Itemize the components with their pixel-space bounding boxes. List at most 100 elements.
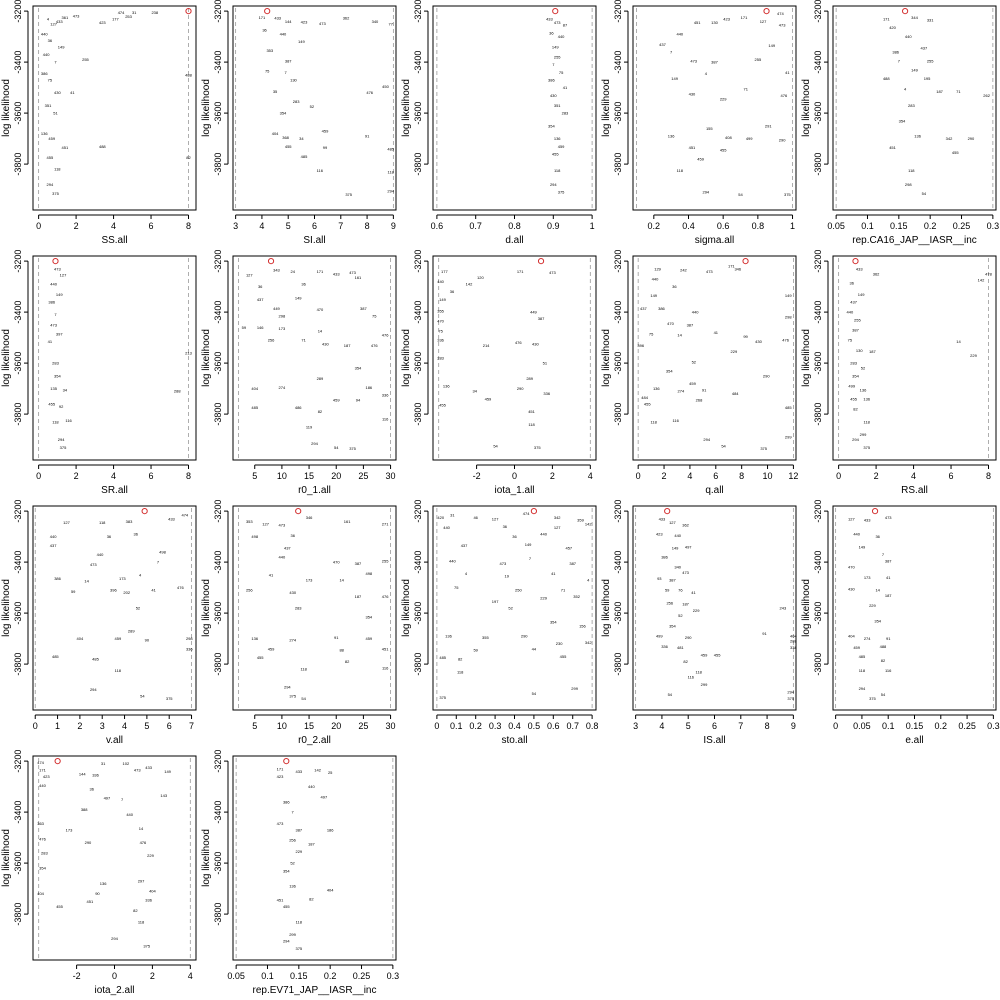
y-tick-label: -3600 <box>813 352 823 375</box>
point-label: 187 <box>308 841 315 846</box>
x-tick-label: 30 <box>386 471 396 481</box>
y-tick-label: -3600 <box>213 852 223 875</box>
point-label: 7 <box>529 556 532 561</box>
x-tick-label: 0.9 <box>547 221 560 231</box>
point-label: 375 <box>52 191 59 196</box>
best-point-marker <box>52 258 59 265</box>
point-label: 476 <box>781 93 788 98</box>
x-tick-label: 0.1 <box>861 221 874 231</box>
point-label: 136 <box>863 396 870 401</box>
x-tick-label: 0 <box>833 721 838 731</box>
scatter-plot: 0 0.05 0.1 0.15 0.2 0.25 0.3 -3200 -3400 -3600 -38… <box>801 500 1000 746</box>
point-label: 433 <box>856 266 863 271</box>
point-label: 51 <box>53 111 58 116</box>
point-label: 408 <box>725 135 732 140</box>
point-label: 149 <box>58 44 65 49</box>
y-tick-label: -3800 <box>613 653 623 676</box>
y-tick-label: -3400 <box>613 51 623 74</box>
plot-frame <box>632 505 797 711</box>
x-tick-label: 2 <box>77 721 82 731</box>
point-label: 88 <box>339 648 344 653</box>
best-point-marker <box>901 8 909 15</box>
point-label: 455 <box>714 653 721 658</box>
point-label: 256 <box>246 588 253 593</box>
point-label: 142 <box>314 768 321 773</box>
point-label: 470 <box>437 319 444 324</box>
point-label: 186 <box>327 827 334 832</box>
point-label: 283 <box>41 850 48 855</box>
point-label: 142 <box>466 282 473 287</box>
point-label: 297 <box>138 878 145 883</box>
point-label: 54 <box>301 696 306 701</box>
point-label: 202 <box>123 590 130 595</box>
x-axis-label: iota_2.all <box>94 985 134 996</box>
point-label: 44 <box>532 646 537 651</box>
point-label: 144 <box>79 771 86 776</box>
point-label: 423 <box>656 532 663 537</box>
x-tick-label: 0 <box>33 721 38 731</box>
x-tick-label: 0.2 <box>924 221 937 231</box>
best-point-marker <box>267 258 275 265</box>
point-label: 437 <box>659 42 666 47</box>
point-label: 455 <box>439 403 446 408</box>
y-tick-label: -3600 <box>213 602 223 625</box>
point-label: 455 <box>47 155 54 160</box>
scatter-panel: 3 4 5 6 7 8 9 -3200 -3400 -3600 -3800 IS.all log lik… <box>600 500 800 750</box>
y-axis-label: log likelihood <box>1 829 12 887</box>
point-label: 87 <box>563 23 568 28</box>
x-tick-label: 2 <box>874 471 879 481</box>
point-label: 497 <box>104 796 111 801</box>
plot-frame <box>32 5 197 211</box>
point-label: 404 <box>149 889 156 894</box>
point-label: 118 <box>138 919 145 924</box>
point-label: 486 <box>295 405 302 410</box>
point-label: 118 <box>115 668 122 673</box>
y-tick-label: -3800 <box>413 403 423 426</box>
point-label: 118 <box>54 167 61 172</box>
point-label: 36 <box>291 533 296 538</box>
point-label: 149 <box>768 43 775 48</box>
y-tick-label: -3800 <box>413 153 423 176</box>
point-label: 476 <box>382 594 389 599</box>
point-label: 470 <box>848 565 855 570</box>
point-label: 440 <box>443 525 450 530</box>
x-axis-label: IS.all <box>703 735 725 746</box>
y-tick-label: -3200 <box>13 0 23 23</box>
point-label: 229 <box>720 97 727 102</box>
point-label: 99 <box>323 145 328 150</box>
y-tick-label: -3200 <box>213 250 223 273</box>
point-label: 290 <box>685 635 692 640</box>
point-label: 127 <box>848 516 855 521</box>
point-label: 352 <box>573 594 580 599</box>
point-label: 116 <box>885 668 892 673</box>
point-label: 340 <box>372 19 379 24</box>
y-tick-label: -3600 <box>213 102 223 125</box>
point-label: 136 <box>100 881 107 886</box>
point-label: 173 <box>66 827 73 832</box>
y-tick-label: -3200 <box>213 0 223 23</box>
point-label: 36 <box>549 30 554 35</box>
point-label: 361 <box>62 15 69 20</box>
y-axis-label: log likelihood <box>201 829 212 887</box>
point-label: 118 <box>554 168 561 173</box>
point-label: 171 <box>317 269 324 274</box>
point-label: 375 <box>760 446 767 451</box>
point-label: 52 <box>290 861 295 866</box>
point-label: 229 <box>731 349 738 354</box>
point-label: 340 <box>674 565 681 570</box>
y-tick-label: -3600 <box>413 102 423 125</box>
point-label: 14 <box>84 579 89 584</box>
x-tick-label: 15 <box>304 721 314 731</box>
point-label: 359 <box>577 518 584 523</box>
y-tick-label: -3400 <box>813 551 823 574</box>
x-tick-label: 7 <box>338 221 343 231</box>
best-point-marker <box>871 508 879 515</box>
point-label: 213 <box>185 350 192 355</box>
point-label: 288 <box>174 389 181 394</box>
point-label: 375 <box>143 943 150 948</box>
point-label: 387 <box>885 558 892 563</box>
point-label: 430 <box>848 586 855 591</box>
y-tick-label: -3800 <box>13 903 23 926</box>
point-label: 7 <box>552 62 555 67</box>
